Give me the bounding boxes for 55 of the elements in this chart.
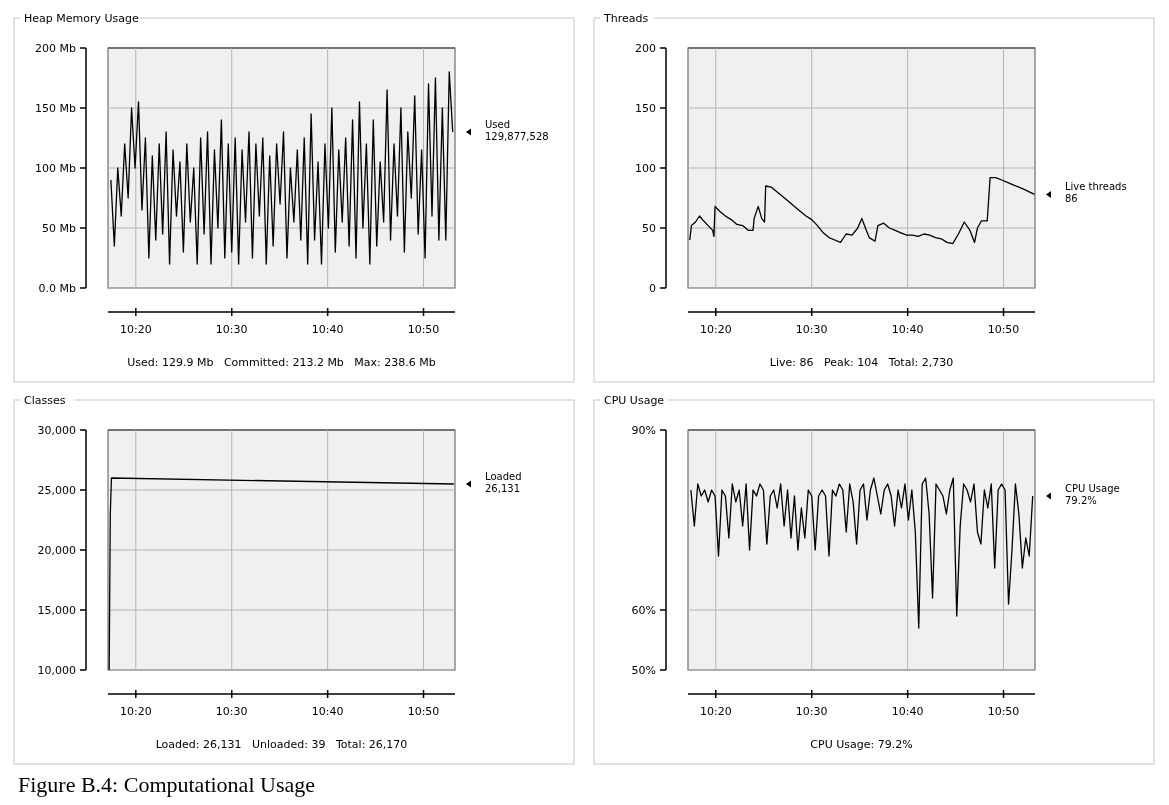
chart-title: CPU Usage xyxy=(604,394,665,407)
x-tick-label: 10:40 xyxy=(311,323,344,336)
x-tick-label: 10:50 xyxy=(987,323,1020,336)
y-tick-label: 0 xyxy=(649,282,656,295)
y-tick-label: 50 xyxy=(642,222,656,235)
line-series xyxy=(690,477,1034,629)
y-tick-label: 100 xyxy=(635,162,656,175)
y-tick-label: 10,000 xyxy=(37,664,76,677)
text: 26,131 xyxy=(485,483,520,494)
y-tick-label: 25,000 xyxy=(37,484,76,497)
x-tick-label: 10:50 xyxy=(987,705,1020,718)
y-tick-label: 200 xyxy=(635,42,656,55)
line-series xyxy=(110,71,454,265)
y-tick-label: 0.0 Mb xyxy=(38,282,77,295)
text: 86 xyxy=(1065,193,1078,205)
text: Figure B.4: Computational Usage xyxy=(18,772,315,797)
chart-title: Heap Memory Usage xyxy=(24,12,139,25)
text: 129,877,528 xyxy=(485,131,549,142)
y-tick-label: 30,000 xyxy=(37,424,76,437)
x-tick-label: 10:30 xyxy=(795,705,828,718)
text: Loaded: 26,131 Unloaded: 39 Total: 26,170 xyxy=(155,738,408,751)
text: Live: 86 Peak: 104 Total: 2,730 xyxy=(769,356,954,369)
x-tick-label: 10:40 xyxy=(891,705,924,718)
text: CPU Usage: 79.2% xyxy=(810,738,913,751)
x-tick-label: 10:20 xyxy=(699,323,732,336)
y-tick-label: 150 xyxy=(635,102,656,115)
text: CPU Usage xyxy=(1065,483,1120,494)
y-tick-label: 50% xyxy=(631,664,656,677)
line-series xyxy=(108,477,455,671)
line-series xyxy=(689,176,1036,245)
y-tick-label: 60% xyxy=(631,604,656,617)
x-tick-label: 10:30 xyxy=(795,323,828,336)
x-tick-label: 10:20 xyxy=(119,323,152,336)
text: Live threads xyxy=(1065,181,1127,193)
x-tick-label: 10:40 xyxy=(891,323,924,336)
y-tick-label: 20,000 xyxy=(37,544,76,557)
y-tick-label: 90% xyxy=(631,424,656,437)
x-tick-label: 10:20 xyxy=(119,705,152,718)
x-tick-label: 10:50 xyxy=(407,323,440,336)
text: Loaded xyxy=(485,471,522,482)
y-tick-label: 100 Mb xyxy=(35,162,77,175)
x-tick-label: 10:30 xyxy=(215,705,248,718)
text: Used: 129.9 Mb Committed: 213.2 Mb Max: 238.6 Mb xyxy=(127,356,436,369)
x-tick-label: 10:30 xyxy=(215,323,248,336)
chart-title: Classes xyxy=(24,394,66,407)
y-tick-label: 50 Mb xyxy=(42,222,77,235)
x-tick-label: 10:20 xyxy=(699,705,732,718)
x-tick-label: 10:40 xyxy=(311,705,344,718)
chart-title: Threads xyxy=(603,12,649,25)
text: 79.2% xyxy=(1065,495,1097,506)
x-tick-label: 10:50 xyxy=(407,705,440,718)
text: Used xyxy=(485,119,511,130)
y-tick-label: 15,000 xyxy=(37,604,76,617)
y-tick-label: 150 Mb xyxy=(35,102,77,115)
y-tick-label: 200 Mb xyxy=(35,42,77,55)
